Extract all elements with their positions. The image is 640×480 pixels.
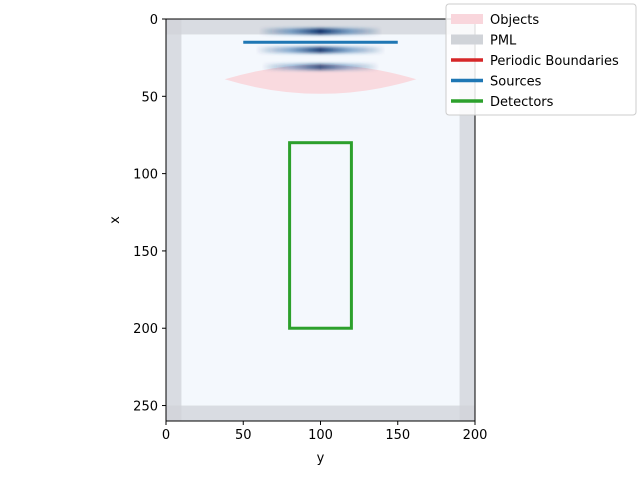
pml-region-3 [459, 19, 475, 421]
legend: Objects PML Periodic Boundaries Sources Dete… [445, 3, 637, 116]
y-axis: 0 50 100 150 200 250 [133, 13, 166, 415]
x-tick-label: 0 [162, 428, 170, 443]
x-tick-label: 150 [385, 428, 410, 443]
plot-area [165, 18, 476, 422]
object-lens [224, 64, 417, 94]
field-band-2 [261, 63, 380, 70]
y-axis-label: x [108, 216, 123, 224]
y-tick-label: 150 [133, 245, 158, 260]
legend-swatch-0 [451, 14, 483, 24]
y-tick-label: 50 [141, 90, 158, 105]
pml-region-2 [166, 19, 182, 421]
detector-box [288, 141, 353, 330]
y-tick-label: 0 [150, 13, 158, 28]
field-band-0 [258, 28, 383, 35]
legend-swatch-1 [451, 34, 483, 45]
x-tick-label: 50 [235, 428, 252, 443]
legend-label-3: Sources [490, 75, 542, 90]
x-tick-label: 100 [308, 428, 333, 443]
legend-box [445, 3, 637, 116]
legend-label-4: Detectors [490, 95, 554, 110]
x-tick-label: 200 [463, 428, 488, 443]
pml-region-0 [166, 19, 475, 35]
y-tick-label: 250 [133, 400, 158, 415]
legend-label-2: Periodic Boundaries [490, 54, 619, 69]
x-axis-label: y [317, 451, 325, 466]
pml-region-1 [166, 405, 475, 421]
y-tick-label: 200 [133, 322, 158, 337]
legend-label-0: Objects [490, 13, 539, 28]
x-axis: 0 50 100 150 200 [162, 421, 488, 443]
y-tick-label: 100 [133, 168, 158, 183]
field-band-1 [255, 46, 386, 53]
legend-label-1: PML [490, 34, 517, 49]
